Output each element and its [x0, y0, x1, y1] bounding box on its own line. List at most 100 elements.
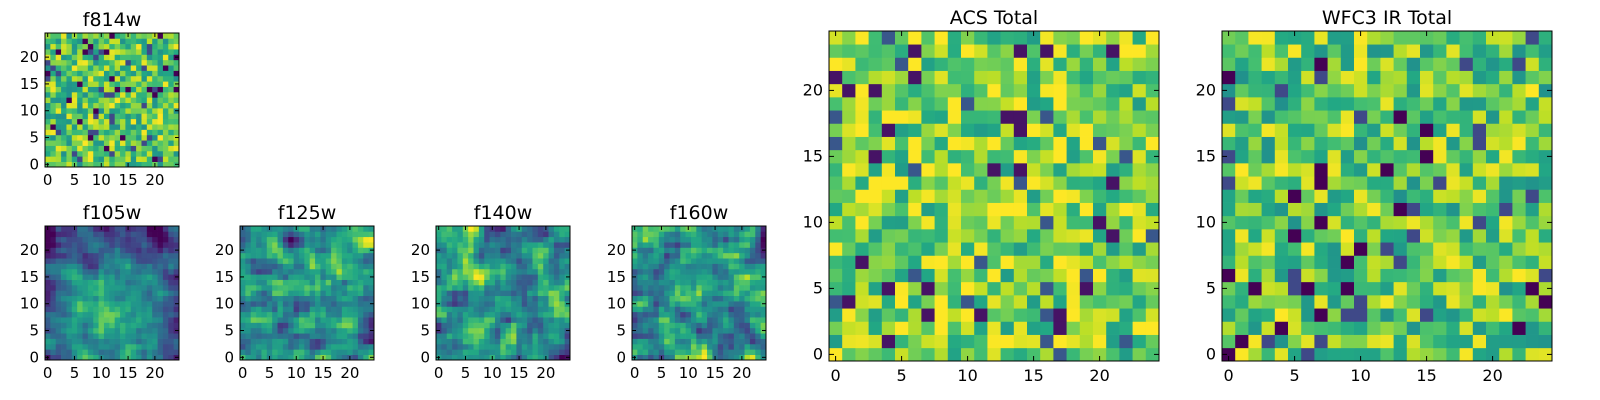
heatmap-cell — [658, 338, 665, 345]
heatmap-cell — [934, 57, 949, 71]
heatmap-cell — [309, 322, 316, 329]
heatmap-cell — [141, 252, 148, 259]
x-tick-label: 10 — [92, 364, 111, 382]
heatmap-cell — [1512, 176, 1526, 190]
heatmap-cell — [114, 306, 121, 313]
heatmap-cell — [842, 83, 856, 98]
heatmap-cell — [1301, 83, 1315, 98]
heatmap-cell — [282, 354, 289, 361]
heatmap-cell — [680, 306, 686, 313]
heatmap-cell — [1119, 110, 1133, 124]
heatmap-cell — [45, 236, 51, 243]
heatmap-cell — [141, 290, 148, 297]
heatmap-cell — [304, 284, 311, 291]
heatmap-cell — [1459, 110, 1474, 124]
heatmap-cell — [712, 306, 719, 313]
heatmap-cell — [130, 263, 137, 270]
heatmap-cell — [744, 295, 751, 302]
heatmap-cell — [103, 301, 110, 307]
heatmap-cell — [1119, 97, 1133, 111]
heatmap-cell — [895, 242, 909, 256]
heatmap-cell — [1486, 281, 1500, 296]
heatmap-cell — [1499, 268, 1513, 283]
heatmap-cell — [452, 338, 458, 345]
heatmap-cell — [457, 279, 464, 286]
heatmap-cell — [543, 252, 549, 259]
heatmap-cell — [532, 284, 539, 291]
heatmap-cell — [685, 284, 692, 291]
heatmap-cell — [1288, 57, 1302, 71]
heatmap-cell — [288, 327, 294, 334]
heatmap-cell — [98, 97, 105, 104]
heatmap-cell — [680, 231, 686, 238]
heatmap-cell — [71, 124, 78, 130]
heatmap-cell — [895, 123, 909, 137]
heatmap-cell — [473, 301, 480, 307]
heatmap-cell — [168, 252, 174, 259]
heatmap-cell — [744, 290, 751, 297]
heatmap-cell — [1393, 136, 1408, 151]
heatmap-cell — [532, 242, 539, 248]
heatmap-cell — [1040, 136, 1054, 151]
heatmap-cell — [87, 113, 94, 120]
heatmap-cell — [855, 136, 869, 151]
heatmap-cell — [1380, 189, 1394, 203]
heatmap-cell — [494, 317, 501, 323]
heatmap-cell — [564, 258, 571, 264]
heatmap-cell — [1013, 255, 1028, 269]
heatmap-cell — [82, 338, 89, 345]
heatmap-cell — [130, 295, 137, 302]
heatmap-cell — [61, 274, 67, 280]
heatmap-cell — [921, 255, 935, 269]
heatmap-cell — [452, 258, 458, 264]
heatmap-cell — [93, 295, 99, 302]
heatmap-cell — [511, 322, 517, 329]
heatmap-cell — [537, 268, 544, 275]
heatmap-cell — [320, 349, 327, 355]
heatmap-cell — [1288, 347, 1302, 362]
heatmap-cell — [1525, 242, 1540, 256]
heatmap-cell — [277, 306, 284, 313]
heatmap-cell — [157, 33, 164, 39]
heatmap-cell — [103, 247, 110, 254]
heatmap-cell — [1079, 70, 1094, 85]
heatmap-cell — [1274, 57, 1289, 71]
heatmap-cell — [152, 247, 158, 254]
heatmap-cell — [511, 231, 517, 238]
heatmap-cell — [120, 43, 126, 50]
heatmap-cell — [45, 338, 51, 345]
heatmap-cell — [642, 327, 649, 334]
heatmap-cell — [690, 354, 697, 361]
heatmap-cell — [559, 252, 565, 259]
heatmap-cell — [152, 91, 158, 98]
heatmap-cell — [755, 349, 761, 355]
heatmap-cell — [1053, 189, 1067, 203]
heatmap-cell — [336, 274, 343, 280]
heatmap-cell — [669, 327, 676, 334]
heatmap-cell — [125, 129, 132, 136]
heatmap-cell — [82, 231, 89, 238]
heatmap-cell — [245, 354, 252, 361]
heatmap-cell — [1314, 176, 1328, 190]
heatmap-cell — [1472, 347, 1487, 362]
heatmap-cell — [277, 258, 284, 264]
heatmap-cell — [521, 317, 528, 323]
heatmap-cell — [516, 317, 523, 323]
heatmap-cell — [347, 349, 353, 355]
heatmap-cell — [974, 83, 988, 98]
heatmap-cell — [1393, 123, 1408, 137]
heatmap-cell — [755, 268, 761, 275]
heatmap-cell — [712, 284, 719, 291]
heatmap-cell — [548, 295, 555, 302]
heatmap-cell — [489, 231, 496, 238]
heatmap-cell — [564, 236, 571, 243]
heatmap-cell — [1406, 123, 1421, 137]
y-tick-label: 10 — [1196, 212, 1216, 231]
heatmap-cell — [141, 247, 148, 254]
heatmap-cell — [717, 258, 724, 264]
heatmap-cell — [152, 290, 158, 297]
heatmap-cell — [1053, 321, 1067, 335]
heatmap-cell — [272, 231, 278, 238]
heatmap-cell — [452, 311, 458, 318]
heatmap-cell — [749, 279, 756, 286]
